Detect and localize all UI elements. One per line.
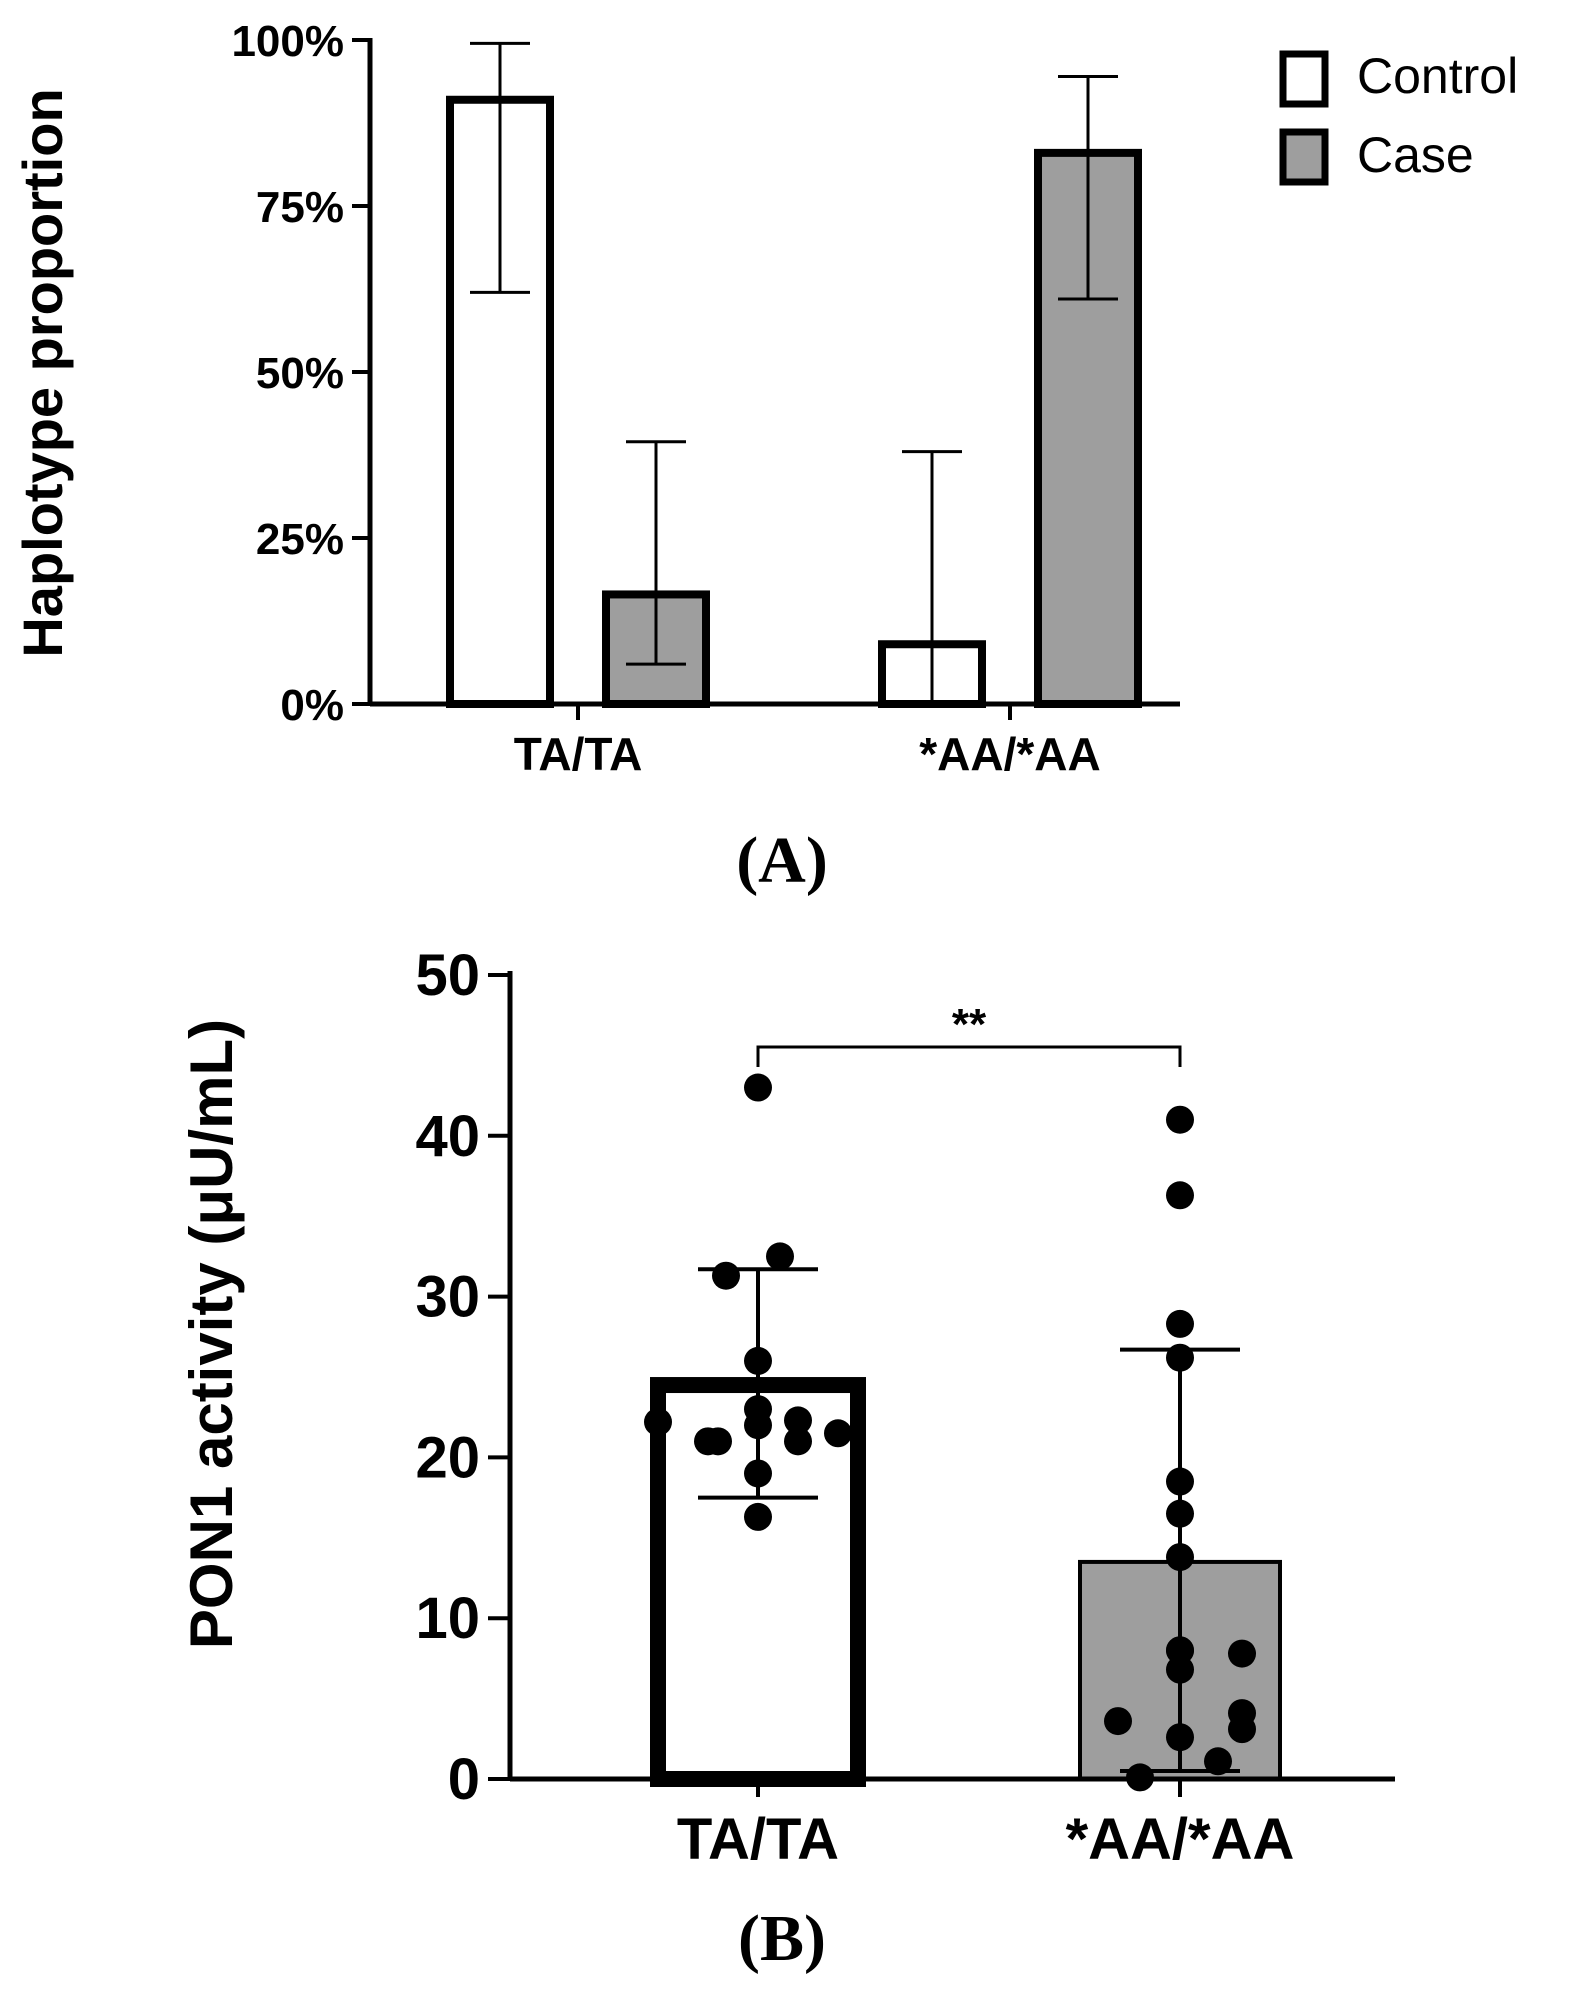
data-point	[1204, 1747, 1232, 1776]
significance-label: **	[952, 1000, 987, 1049]
data-point	[644, 1408, 672, 1437]
panel-a-legend: Control Case	[1279, 48, 1518, 186]
x-tick-label: *AA/*AA	[919, 728, 1100, 780]
data-point	[1166, 1655, 1194, 1684]
panel-b-label: (B)	[738, 1902, 826, 1975]
y-tick-label: 30	[415, 1265, 480, 1330]
y-tick-label: 75%	[256, 183, 344, 232]
data-point	[1104, 1707, 1132, 1736]
data-point	[712, 1261, 740, 1290]
data-point	[744, 1502, 772, 1531]
panel-b-y-axis-title: PON1 activity (μU/mL)	[178, 1019, 245, 1649]
y-tick-label: 100%	[231, 17, 344, 66]
data-point	[1166, 1181, 1194, 1210]
data-point	[766, 1242, 794, 1271]
data-point	[1166, 1543, 1194, 1572]
y-tick-label: 40	[415, 1104, 480, 1169]
x-tick-label: TA/TA	[514, 728, 643, 780]
legend-label-control: Control	[1357, 48, 1518, 104]
data-point	[1166, 1723, 1194, 1752]
data-point	[1166, 1343, 1194, 1372]
y-tick-label: 10	[415, 1586, 480, 1651]
y-tick-label: 25%	[256, 515, 344, 564]
data-point	[1228, 1715, 1256, 1744]
data-point	[824, 1419, 852, 1448]
panel-a-y-axis-title: Haplotype proportion	[11, 88, 74, 657]
data-point	[1166, 1499, 1194, 1528]
data-point	[704, 1427, 732, 1456]
x-tick-label: TA/TA	[677, 1807, 839, 1872]
panel-b-chart: 0 10 20 30 40 50 TA/TA *AA/*AA ** PON1 activit…	[178, 943, 1395, 1975]
data-point	[1166, 1105, 1194, 1134]
y-tick-label: 0%	[280, 681, 344, 730]
data-point	[744, 1346, 772, 1375]
data-point	[1166, 1467, 1194, 1496]
y-tick-label: 20	[415, 1425, 480, 1490]
panel-a-chart: 0% 25% 50% 75% 100% TA/TA *AA/*AA Haplotype p…	[11, 17, 1518, 897]
data-point	[1166, 1636, 1194, 1665]
y-tick-label: 50%	[256, 349, 344, 398]
data-point	[744, 1459, 772, 1488]
y-tick-label: 50	[415, 943, 480, 1008]
x-tick-label: *AA/*AA	[1066, 1807, 1295, 1872]
legend-swatch-case	[1279, 128, 1329, 186]
data-point	[1166, 1309, 1194, 1338]
panel-a-label: (A)	[736, 824, 828, 897]
legend-label-case: Case	[1357, 127, 1474, 183]
y-tick-label: 0	[448, 1747, 480, 1812]
data-point	[784, 1427, 812, 1456]
data-point	[744, 1073, 772, 1102]
data-point	[1228, 1639, 1256, 1668]
legend-swatch-control	[1279, 50, 1329, 108]
data-point	[784, 1406, 812, 1435]
bar-case	[1034, 148, 1142, 708]
significance-bracket	[756, 1045, 1182, 1067]
data-point	[744, 1411, 772, 1440]
